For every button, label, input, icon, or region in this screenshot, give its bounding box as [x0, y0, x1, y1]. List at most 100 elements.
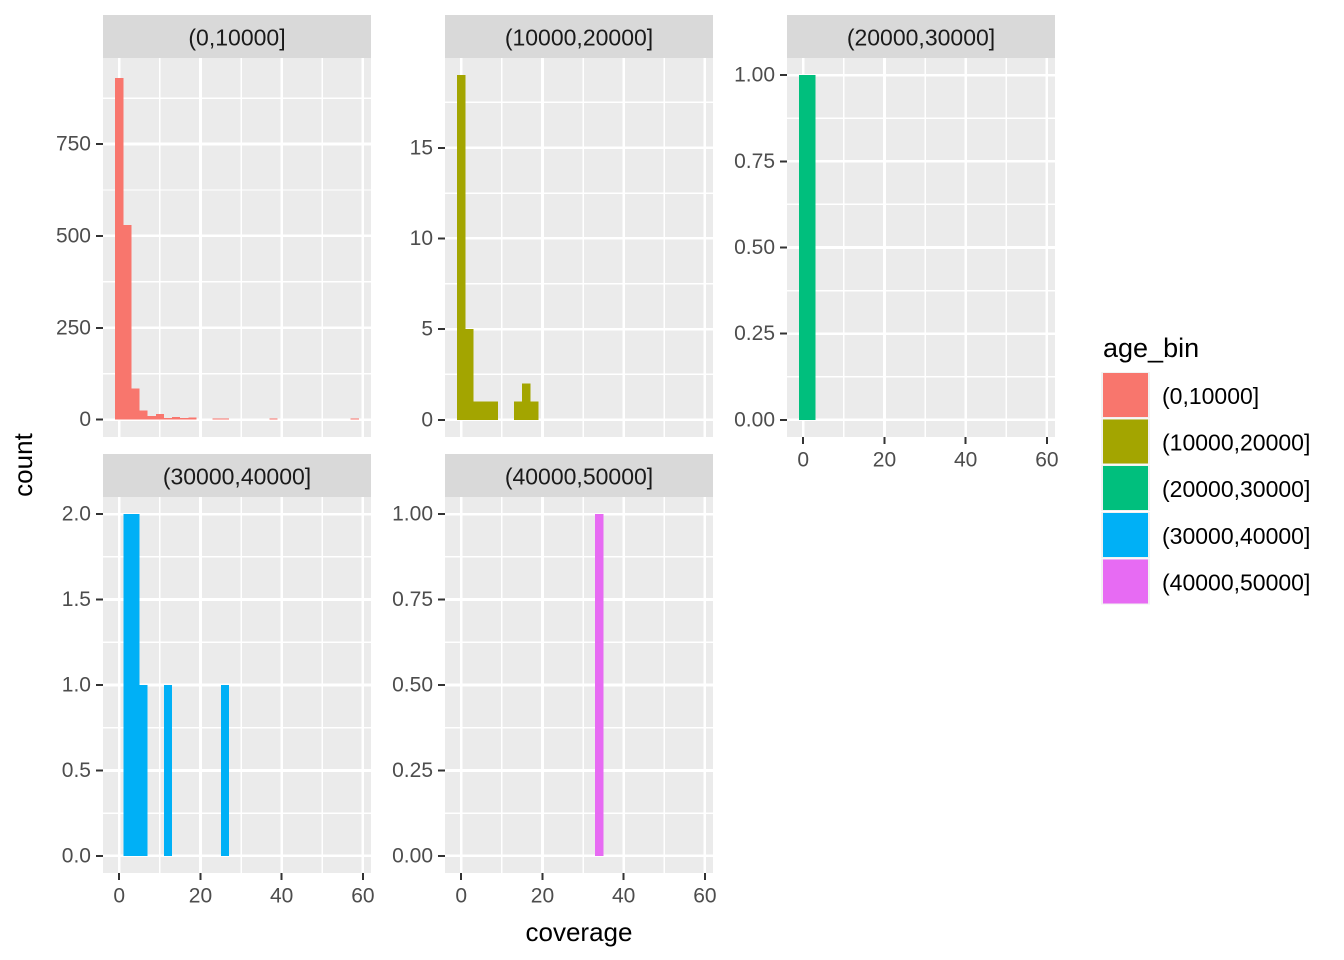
- histogram-bar: [123, 224, 132, 420]
- x-tick-label: 60: [693, 885, 716, 908]
- histogram-bar: [139, 685, 148, 856]
- facet-panel: [445, 58, 713, 437]
- legend: age_bin (0,10000] (10000,20000] (20000,3000…: [1101, 333, 1310, 605]
- facet-(20000,30000]: 0.00 0.25 0.50 0.75 1.00 0 20 40 60 (20000,30000]: [734, 15, 1059, 472]
- y-tick-label: 1.0: [62, 674, 91, 697]
- legend-label: (20000,30000]: [1162, 476, 1310, 502]
- y-tick-label: 250: [56, 316, 91, 339]
- y-tick-label: 10: [410, 227, 433, 250]
- facet-strip-label: (20000,30000]: [847, 25, 995, 51]
- histogram-bar: [180, 417, 189, 420]
- histogram-bar: [155, 414, 164, 420]
- histogram-bar: [489, 401, 498, 420]
- y-tick-label: 0.00: [392, 844, 433, 867]
- legend-swatch: [1103, 512, 1148, 557]
- histogram-bar: [163, 417, 173, 420]
- y-tick-label: 2.0: [62, 503, 91, 526]
- y-tick-label: 5: [421, 318, 433, 341]
- y-tick-label: 0.25: [392, 759, 433, 782]
- facet-strip-label: (0,10000]: [188, 25, 285, 51]
- legend-key: (30000,40000]: [1101, 511, 1310, 558]
- histogram-bar: [473, 401, 482, 420]
- legend-title: age_bin: [1103, 333, 1199, 363]
- x-tick-label: 60: [1035, 449, 1058, 472]
- legend-key: (40000,50000]: [1101, 558, 1310, 605]
- histogram-bar: [807, 75, 816, 420]
- x-tick-label: 40: [270, 885, 293, 908]
- y-tick-label: 1.00: [734, 64, 775, 87]
- y-tick-label: 0.00: [734, 408, 775, 431]
- facet-(0,10000]: 0 250 500 750 (0,10000]: [56, 15, 371, 437]
- y-tick-label: 0.75: [734, 150, 775, 173]
- x-tick-label: 20: [873, 449, 896, 472]
- histogram-bar: [350, 418, 359, 420]
- y-tick-label: 750: [56, 133, 91, 156]
- x-tick-label: 0: [797, 449, 809, 472]
- histogram-bar: [514, 401, 523, 420]
- y-tick-label: 0.5: [62, 759, 91, 782]
- x-tick-label: 40: [954, 449, 977, 472]
- facet-(30000,40000]: 0.0 0.5 1.0 1.5 2.0 0 20 40 60 (30000,40000]: [62, 454, 375, 908]
- x-axis-title: coverage: [526, 917, 633, 947]
- y-tick-label: 0.50: [734, 236, 775, 259]
- facet-strip-label: (40000,50000]: [505, 464, 653, 490]
- y-tick-label: 1.00: [392, 503, 433, 526]
- histogram-bar: [220, 418, 229, 420]
- y-tick-label: 0.75: [392, 588, 433, 611]
- facet-(10000,20000]: 0 5 10 15 (10000,20000]: [410, 15, 713, 437]
- y-tick-label: 0.25: [734, 322, 775, 345]
- facet-strip: [445, 15, 713, 58]
- legend-swatch: [1103, 419, 1148, 464]
- legend-swatch: [1103, 466, 1148, 511]
- legend-label: (0,10000]: [1162, 383, 1259, 409]
- histogram-bar: [522, 383, 531, 420]
- x-tick-label: 0: [113, 885, 125, 908]
- legend-swatch: [1103, 559, 1148, 604]
- facet-(40000,50000]: 0.00 0.25 0.50 0.75 1.00 0 20 40 60 (40000,50000]: [392, 454, 717, 908]
- legend-key: (20000,30000]: [1101, 465, 1310, 512]
- histogram-bar: [115, 77, 124, 420]
- legend-label: (40000,50000]: [1162, 569, 1310, 595]
- facet-strip: [787, 15, 1055, 58]
- legend-label: (10000,20000]: [1162, 430, 1310, 456]
- y-tick-label: 1.5: [62, 588, 91, 611]
- y-tick-label: 0.0: [62, 844, 91, 867]
- y-tick-label: 15: [410, 136, 433, 159]
- legend-key: (0,10000]: [1101, 372, 1259, 418]
- histogram-bar: [123, 514, 132, 856]
- histogram-bar: [163, 685, 173, 856]
- histogram-bar: [465, 329, 474, 420]
- facet-strip: [103, 15, 371, 58]
- x-tick-label: 60: [351, 885, 374, 908]
- x-tick-label: 0: [455, 885, 467, 908]
- legend-label: (30000,40000]: [1162, 523, 1310, 549]
- y-tick-label: 0: [421, 408, 433, 431]
- y-tick-label: 500: [56, 224, 91, 247]
- histogram-bar: [139, 410, 148, 420]
- histogram-bar: [530, 401, 539, 420]
- facet-strip: [103, 454, 371, 497]
- histogram-bar: [799, 75, 808, 420]
- histogram-bar: [172, 416, 181, 420]
- y-tick-label: 0.50: [392, 674, 433, 697]
- facet-strip-label: (10000,20000]: [505, 25, 653, 51]
- legend-swatch: [1103, 373, 1148, 417]
- histogram-bar: [220, 685, 229, 856]
- y-tick-label: 0: [79, 408, 91, 431]
- x-tick-label: 20: [189, 885, 212, 908]
- facet-strip-label: (30000,40000]: [163, 464, 311, 490]
- histogram-bar: [212, 418, 221, 420]
- histogram-bar: [131, 514, 140, 856]
- histogram-bar: [131, 388, 140, 420]
- histogram-bar: [188, 417, 197, 420]
- histogram-bar: [269, 418, 278, 420]
- x-tick-label: 20: [531, 885, 554, 908]
- legend-key: (10000,20000]: [1101, 418, 1310, 465]
- x-tick-label: 40: [612, 885, 635, 908]
- y-axis-title: count: [8, 432, 38, 496]
- histogram-bar: [595, 514, 604, 856]
- histogram-bar: [481, 401, 490, 420]
- histogram-bar: [147, 416, 156, 420]
- facet-strip: [445, 454, 713, 497]
